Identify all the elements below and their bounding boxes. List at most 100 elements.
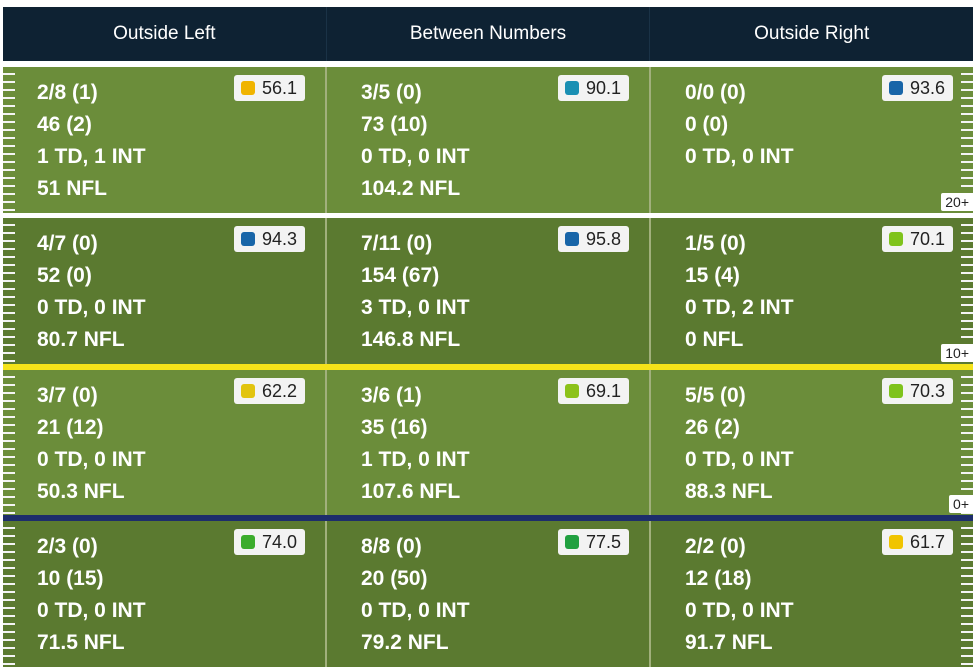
zone-cell[interactable]: 0/0 (0) 0 (0) 0 TD, 0 INT 93.6 20+: [651, 67, 973, 213]
completions: 3/5 (0): [361, 81, 422, 104]
zone-cell[interactable]: 1/5 (0) 15 (4) 0 TD, 2 INT 0 NFL 70.1 10…: [651, 218, 973, 364]
completions: 5/5 (0): [685, 384, 746, 407]
depth-row-behind-los: 2/3 (0) 10 (15) 0 TD, 0 INT 71.5 NFL 74.…: [3, 521, 973, 667]
yards: 10 (15): [37, 567, 104, 590]
yards: 73 (10): [361, 113, 428, 136]
grade-color-swatch: [564, 232, 579, 246]
td-int: 1 TD, 0 INT: [361, 448, 470, 471]
zone-stats: 5/5 (0) 26 (2) 0 TD, 0 INT 88.3 NFL: [685, 380, 794, 508]
zone-cell[interactable]: 3/6 (1) 35 (16) 1 TD, 0 INT 107.6 NFL 69…: [327, 370, 651, 515]
grade-badge: 94.3: [233, 226, 305, 252]
depth-row-20-plus: 2/8 (1) 46 (2) 1 TD, 1 INT 51 NFL 56.1 3…: [3, 67, 973, 213]
yard-hash-marks: [961, 218, 973, 364]
yard-hash-marks: [961, 370, 973, 515]
zone-stats: 2/3 (0) 10 (15) 0 TD, 0 INT 71.5 NFL: [37, 531, 146, 659]
zone-cell[interactable]: 2/2 (0) 12 (18) 0 TD, 0 INT 91.7 NFL 61.…: [651, 521, 973, 667]
grade-badge: 93.6: [881, 75, 953, 101]
grade-value: 56.1: [261, 77, 297, 98]
completions: 2/2 (0): [685, 535, 746, 558]
yards: 46 (2): [37, 113, 92, 136]
grade-badge: 77.5: [557, 529, 629, 555]
td-int: 0 TD, 0 INT: [37, 296, 146, 319]
grade-value: 77.5: [585, 531, 621, 552]
zone-cell[interactable]: 8/8 (0) 20 (50) 0 TD, 0 INT 79.2 NFL 77.…: [327, 521, 651, 667]
grade-color-swatch: [888, 232, 903, 246]
depth-row-0-plus: 3/7 (0) 21 (12) 0 TD, 0 INT 50.3 NFL 62.…: [3, 370, 973, 515]
nfl-rating: 107.6 NFL: [361, 480, 461, 503]
zone-cell[interactable]: 3/5 (0) 73 (10) 0 TD, 0 INT 104.2 NFL 90…: [327, 67, 651, 213]
zone-cell[interactable]: 7/11 (0) 154 (67) 3 TD, 0 INT 146.8 NFL …: [327, 218, 651, 364]
yard-marker-label: 20+: [941, 193, 973, 211]
td-int: 0 TD, 0 INT: [37, 599, 146, 622]
completions: 0/0 (0): [685, 81, 746, 104]
zone-cell[interactable]: 5/5 (0) 26 (2) 0 TD, 0 INT 88.3 NFL 70.3…: [651, 370, 973, 515]
grade-value: 61.7: [909, 531, 945, 552]
zone-stats: 0/0 (0) 0 (0) 0 TD, 0 INT: [685, 77, 794, 205]
td-int: 0 TD, 0 INT: [361, 599, 470, 622]
grade-value: 74.0: [261, 531, 297, 552]
grade-value: 69.1: [585, 380, 621, 401]
yards: 21 (12): [37, 416, 104, 439]
header-between-numbers: Between Numbers: [327, 7, 651, 61]
nfl-rating: [685, 173, 794, 205]
yards: 35 (16): [361, 416, 428, 439]
zone-stats: 1/5 (0) 15 (4) 0 TD, 2 INT 0 NFL: [685, 228, 794, 356]
grade-badge: 62.2: [233, 378, 305, 404]
zone-cell[interactable]: 4/7 (0) 52 (0) 0 TD, 0 INT 80.7 NFL 94.3: [3, 218, 327, 364]
td-int: 0 TD, 0 INT: [685, 145, 794, 168]
depth-row-10-plus: 4/7 (0) 52 (0) 0 TD, 0 INT 80.7 NFL 94.3…: [3, 218, 973, 364]
grade-color-swatch: [240, 384, 255, 398]
grade-badge: 90.1: [557, 75, 629, 101]
nfl-rating: 104.2 NFL: [361, 177, 461, 200]
row-divider: [3, 213, 973, 218]
grade-color-swatch: [564, 384, 579, 398]
td-int: 0 TD, 2 INT: [685, 296, 794, 319]
grade-badge: 74.0: [233, 529, 305, 555]
grade-color-swatch: [564, 535, 579, 549]
grade-color-swatch: [564, 81, 579, 95]
zone-stats: 8/8 (0) 20 (50) 0 TD, 0 INT 79.2 NFL: [361, 531, 470, 659]
completions: 2/3 (0): [37, 535, 98, 558]
grade-color-swatch: [888, 384, 903, 398]
zone-cell[interactable]: 3/7 (0) 21 (12) 0 TD, 0 INT 50.3 NFL 62.…: [3, 370, 327, 515]
td-int: 0 TD, 0 INT: [685, 448, 794, 471]
completions: 7/11 (0): [361, 232, 433, 255]
nfl-rating: 91.7 NFL: [685, 631, 773, 654]
grade-value: 94.3: [261, 228, 297, 249]
grade-badge: 70.1: [881, 226, 953, 252]
zone-stats: 3/7 (0) 21 (12) 0 TD, 0 INT 50.3 NFL: [37, 380, 146, 508]
nfl-rating: 0 NFL: [685, 328, 744, 351]
zone-cell[interactable]: 2/3 (0) 10 (15) 0 TD, 0 INT 71.5 NFL 74.…: [3, 521, 327, 667]
nfl-rating: 146.8 NFL: [361, 328, 461, 351]
grade-value: 70.1: [909, 228, 945, 249]
yards: 12 (18): [685, 567, 752, 590]
yards: 0 (0): [685, 113, 729, 136]
completions: 3/7 (0): [37, 384, 98, 407]
zone-stats: 4/7 (0) 52 (0) 0 TD, 0 INT 80.7 NFL: [37, 228, 146, 356]
td-int: 1 TD, 1 INT: [37, 145, 146, 168]
zone-stats: 3/5 (0) 73 (10) 0 TD, 0 INT 104.2 NFL: [361, 77, 470, 205]
nfl-rating: 80.7 NFL: [37, 328, 125, 351]
nfl-rating: 50.3 NFL: [37, 480, 125, 503]
zone-stats: 3/6 (1) 35 (16) 1 TD, 0 INT 107.6 NFL: [361, 380, 470, 508]
yards: 15 (4): [685, 264, 740, 287]
yard-hash-marks: [961, 521, 973, 667]
grade-badge: 69.1: [557, 378, 629, 404]
yard-hash-marks: [3, 370, 15, 515]
td-int: 3 TD, 0 INT: [361, 296, 470, 319]
yard-hash-marks: [3, 521, 15, 667]
yard-hash-marks: [3, 67, 15, 213]
td-int: 0 TD, 0 INT: [37, 448, 146, 471]
grade-badge: 61.7: [881, 529, 953, 555]
grade-color-swatch: [240, 232, 255, 246]
nfl-rating: 71.5 NFL: [37, 631, 125, 654]
grade-color-swatch: [240, 535, 255, 549]
header-outside-right: Outside Right: [754, 23, 870, 44]
grade-value: 62.2: [261, 380, 297, 401]
td-int: 0 TD, 0 INT: [685, 599, 794, 622]
first-down-line: [3, 515, 973, 521]
zone-stats: 7/11 (0) 154 (67) 3 TD, 0 INT 146.8 NFL: [361, 228, 470, 356]
zone-cell[interactable]: 2/8 (1) 46 (2) 1 TD, 1 INT 51 NFL 56.1: [3, 67, 327, 213]
grade-color-swatch: [888, 535, 903, 549]
grade-badge: 56.1: [233, 75, 305, 101]
